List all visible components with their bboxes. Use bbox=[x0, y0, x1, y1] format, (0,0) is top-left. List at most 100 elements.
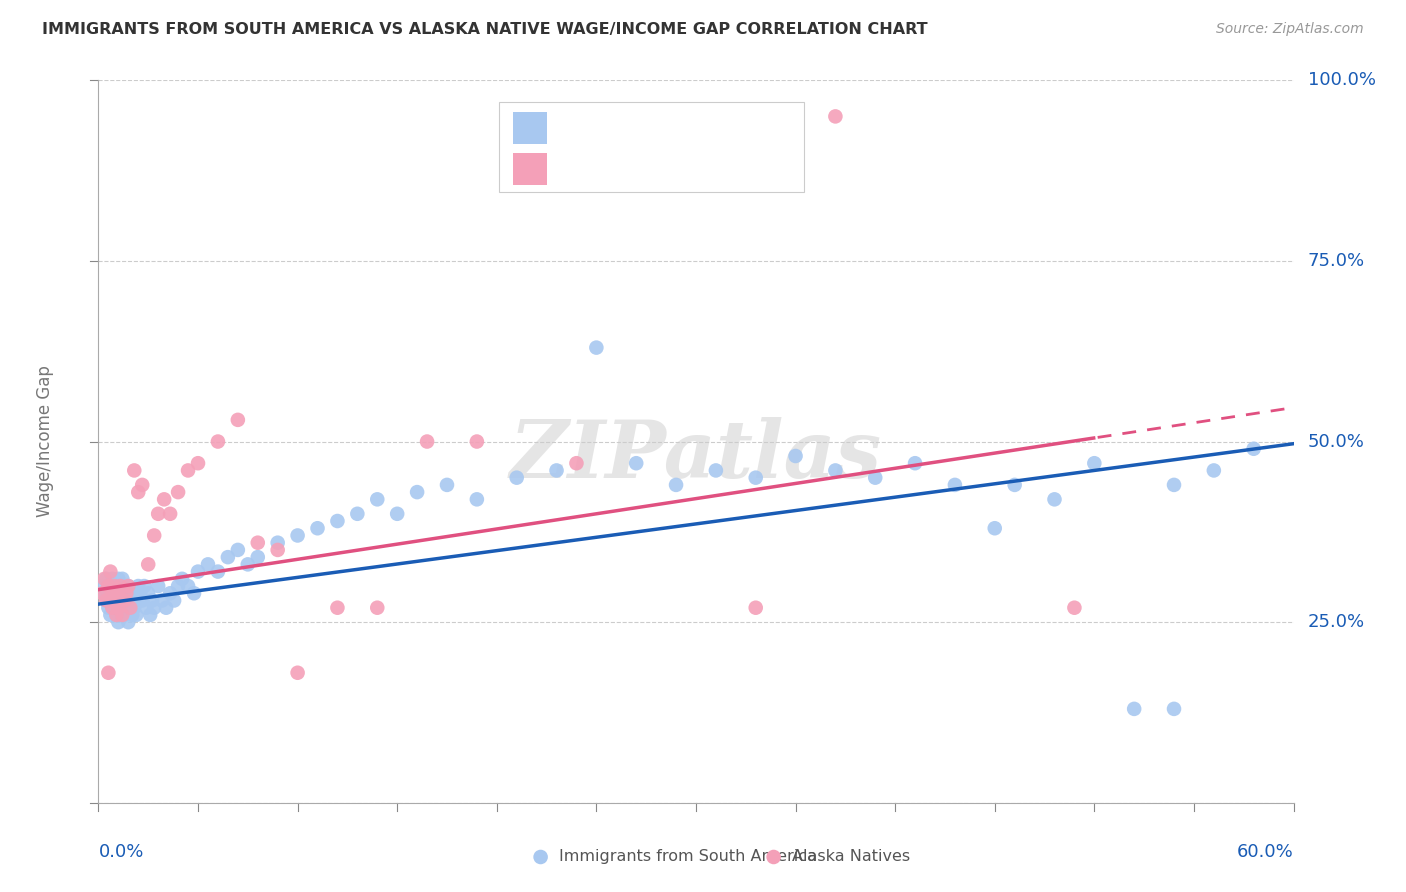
Point bbox=[406, 485, 429, 500]
Point bbox=[110, 593, 132, 607]
Point bbox=[98, 579, 122, 593]
Text: N =: N = bbox=[675, 119, 706, 134]
Point bbox=[1212, 850, 1234, 864]
Point bbox=[117, 579, 139, 593]
Point bbox=[101, 600, 124, 615]
Point bbox=[110, 593, 132, 607]
FancyBboxPatch shape bbox=[513, 153, 547, 185]
Point bbox=[1202, 463, 1225, 477]
Point bbox=[93, 586, 115, 600]
Point bbox=[107, 615, 129, 630]
Point bbox=[307, 521, 329, 535]
Point bbox=[1083, 456, 1105, 470]
Point bbox=[136, 558, 159, 572]
Point bbox=[105, 607, 128, 622]
Point bbox=[824, 850, 846, 864]
Point bbox=[465, 434, 488, 449]
Point bbox=[1123, 702, 1146, 716]
Point bbox=[111, 607, 134, 622]
Point bbox=[101, 600, 124, 615]
Point bbox=[436, 478, 458, 492]
Point bbox=[93, 572, 115, 586]
Point bbox=[177, 463, 200, 477]
Point bbox=[785, 449, 807, 463]
Point bbox=[1243, 442, 1265, 456]
Point bbox=[103, 579, 125, 593]
Point bbox=[124, 463, 146, 477]
Point bbox=[943, 478, 966, 492]
Point bbox=[125, 593, 148, 607]
Point bbox=[107, 593, 129, 607]
Point bbox=[585, 341, 607, 355]
Point bbox=[745, 600, 768, 615]
Point bbox=[167, 485, 190, 500]
Point bbox=[120, 600, 142, 615]
Point bbox=[97, 586, 120, 600]
Point bbox=[346, 507, 368, 521]
Point bbox=[112, 607, 135, 622]
Text: Source: ZipAtlas.com: Source: ZipAtlas.com bbox=[1216, 22, 1364, 37]
Point bbox=[124, 600, 146, 615]
Point bbox=[110, 607, 132, 622]
Point bbox=[103, 600, 125, 615]
Point bbox=[107, 600, 129, 615]
Point bbox=[110, 579, 132, 593]
Point bbox=[111, 600, 134, 615]
Point bbox=[103, 593, 125, 607]
Point bbox=[217, 550, 239, 565]
Point bbox=[148, 507, 170, 521]
Text: 46: 46 bbox=[716, 162, 744, 178]
Point bbox=[904, 456, 927, 470]
Point bbox=[107, 586, 129, 600]
Text: 0.454: 0.454 bbox=[606, 119, 657, 134]
Point bbox=[626, 456, 648, 470]
Point bbox=[1163, 478, 1185, 492]
Point bbox=[745, 470, 768, 484]
Point bbox=[167, 579, 190, 593]
Point bbox=[246, 535, 269, 549]
Point bbox=[326, 514, 349, 528]
Text: Wage/Income Gap: Wage/Income Gap bbox=[35, 366, 53, 517]
Point bbox=[704, 463, 727, 477]
Point bbox=[101, 572, 124, 586]
Point bbox=[1004, 478, 1026, 492]
Point bbox=[865, 470, 887, 484]
Point bbox=[110, 579, 132, 593]
Point bbox=[121, 593, 143, 607]
Point bbox=[1163, 702, 1185, 716]
Point bbox=[105, 593, 128, 607]
Point bbox=[96, 572, 118, 586]
Point bbox=[98, 607, 122, 622]
Point bbox=[187, 456, 209, 470]
Point bbox=[155, 600, 177, 615]
Point bbox=[91, 579, 114, 593]
Point bbox=[103, 579, 125, 593]
Point bbox=[96, 593, 118, 607]
Point bbox=[177, 579, 200, 593]
Point bbox=[226, 542, 249, 557]
Text: Immigrants from South America: Immigrants from South America bbox=[558, 849, 817, 864]
Text: R =: R = bbox=[561, 162, 591, 178]
FancyBboxPatch shape bbox=[499, 102, 804, 193]
Text: N =: N = bbox=[675, 162, 706, 178]
Point bbox=[105, 593, 128, 607]
Point bbox=[127, 485, 149, 500]
Text: 0.346: 0.346 bbox=[606, 162, 657, 178]
Text: 75.0%: 75.0% bbox=[1308, 252, 1365, 270]
Text: 0.0%: 0.0% bbox=[98, 843, 143, 861]
Point bbox=[124, 586, 146, 600]
Point bbox=[143, 528, 166, 542]
Point bbox=[98, 593, 122, 607]
Point bbox=[546, 463, 568, 477]
Point bbox=[1063, 600, 1085, 615]
Point bbox=[121, 607, 143, 622]
Point bbox=[131, 478, 153, 492]
FancyBboxPatch shape bbox=[513, 112, 547, 144]
Point bbox=[246, 550, 269, 565]
Point bbox=[984, 521, 1007, 535]
Text: IMMIGRANTS FROM SOUTH AMERICA VS ALASKA NATIVE WAGE/INCOME GAP CORRELATION CHART: IMMIGRANTS FROM SOUTH AMERICA VS ALASKA … bbox=[42, 22, 928, 37]
Text: 100.0%: 100.0% bbox=[1308, 71, 1376, 89]
Point bbox=[117, 615, 139, 630]
Point bbox=[506, 470, 529, 484]
Text: 50.0%: 50.0% bbox=[1308, 433, 1365, 450]
